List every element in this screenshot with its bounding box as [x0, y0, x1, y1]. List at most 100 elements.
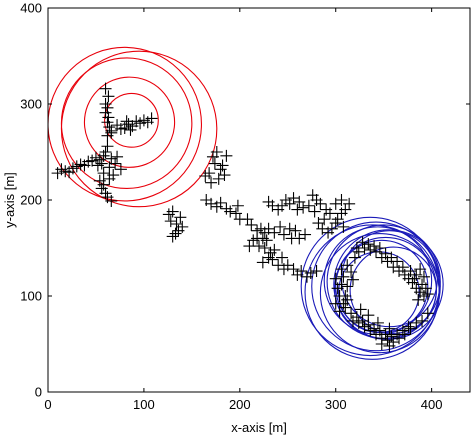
point-61 [212, 172, 225, 185]
point-107 [291, 203, 304, 216]
point-171 [350, 242, 363, 254]
point-191 [414, 263, 427, 276]
point-26 [101, 116, 114, 129]
x-tick-label-4: 400 [421, 397, 443, 412]
point-225 [416, 314, 429, 327]
point-51 [93, 174, 106, 187]
point-75 [166, 205, 179, 218]
circle-15 [349, 246, 437, 334]
point-81 [176, 220, 189, 233]
point-223 [371, 316, 384, 329]
point-63 [220, 149, 233, 162]
point-31 [102, 90, 115, 103]
x-tick-label-0: 0 [44, 397, 51, 412]
point-32 [105, 126, 118, 139]
point-111 [274, 220, 287, 233]
point-112 [277, 228, 290, 241]
point-110 [268, 226, 281, 239]
point-94 [256, 256, 269, 269]
point-150 [335, 278, 348, 291]
point-222 [362, 309, 375, 322]
point-79 [164, 215, 177, 228]
point-42 [120, 115, 133, 128]
point-147 [302, 199, 315, 212]
point-173 [362, 238, 375, 251]
point-84 [245, 218, 258, 231]
point-159 [346, 273, 359, 286]
point-66 [205, 197, 218, 210]
point-146 [308, 205, 321, 218]
points-layer [51, 82, 434, 352]
circle-4 [60, 50, 218, 208]
point-41 [145, 112, 158, 125]
point-128 [276, 251, 289, 264]
point-124 [295, 265, 308, 278]
point-113 [283, 222, 296, 235]
point-96 [243, 240, 256, 253]
point-187 [408, 272, 421, 285]
point-64 [216, 159, 229, 172]
point-62 [205, 176, 218, 189]
point-172 [356, 236, 369, 249]
point-227 [383, 339, 396, 352]
x-tick-label-1: 100 [133, 397, 155, 412]
point-21 [91, 159, 104, 172]
circle-11 [311, 221, 441, 352]
y-tick-label-1: 100 [20, 289, 42, 304]
x-axis-label: x-axis [m] [231, 420, 287, 435]
point-186 [412, 293, 425, 306]
point-116 [299, 228, 312, 241]
point-179 [396, 261, 409, 274]
point-30 [99, 82, 112, 95]
point-217 [333, 305, 346, 318]
point-25 [102, 111, 115, 124]
point-108 [256, 232, 269, 245]
point-190 [421, 288, 434, 301]
point-189 [419, 282, 432, 295]
point-118 [266, 253, 279, 266]
point-154 [341, 280, 354, 293]
point-175 [373, 242, 386, 254]
point-131 [314, 197, 327, 210]
circles-layer [48, 46, 444, 360]
point-58 [208, 157, 221, 170]
point-145 [329, 197, 342, 210]
point-17 [114, 163, 127, 176]
circle-8 [333, 229, 444, 340]
x-tick-label-2: 200 [229, 397, 251, 412]
point-221 [354, 303, 367, 316]
point-127 [310, 265, 323, 278]
y-tick-label-3: 300 [20, 97, 42, 112]
point-70 [224, 205, 237, 218]
circle-13 [300, 216, 440, 357]
point-214 [398, 328, 411, 341]
point-224 [383, 322, 396, 335]
point-174 [368, 240, 381, 253]
point-49 [105, 194, 118, 207]
ticks-layer: 0 100 200 300 400 0 100 200 300 400 [20, 1, 470, 412]
y-tick-label-0: 0 [35, 385, 42, 400]
point-69 [214, 196, 227, 209]
point-117 [285, 232, 298, 245]
point-43 [114, 122, 127, 135]
point-80 [174, 211, 187, 224]
point-44 [124, 123, 137, 136]
point-92 [268, 243, 281, 256]
point-76 [170, 218, 183, 230]
point-114 [289, 224, 302, 237]
point-215 [404, 322, 417, 335]
point-152 [337, 270, 350, 283]
point-57 [210, 146, 223, 158]
circle-0 [104, 92, 159, 148]
point-13 [97, 149, 110, 162]
point-82 [169, 227, 182, 240]
x-tick-label-3: 300 [325, 397, 347, 412]
point-178 [391, 255, 404, 268]
point-126 [304, 266, 317, 279]
point-55 [203, 167, 216, 180]
point-192 [417, 270, 430, 283]
point-78 [166, 230, 179, 243]
point-53 [107, 169, 120, 182]
point-156 [345, 266, 358, 278]
